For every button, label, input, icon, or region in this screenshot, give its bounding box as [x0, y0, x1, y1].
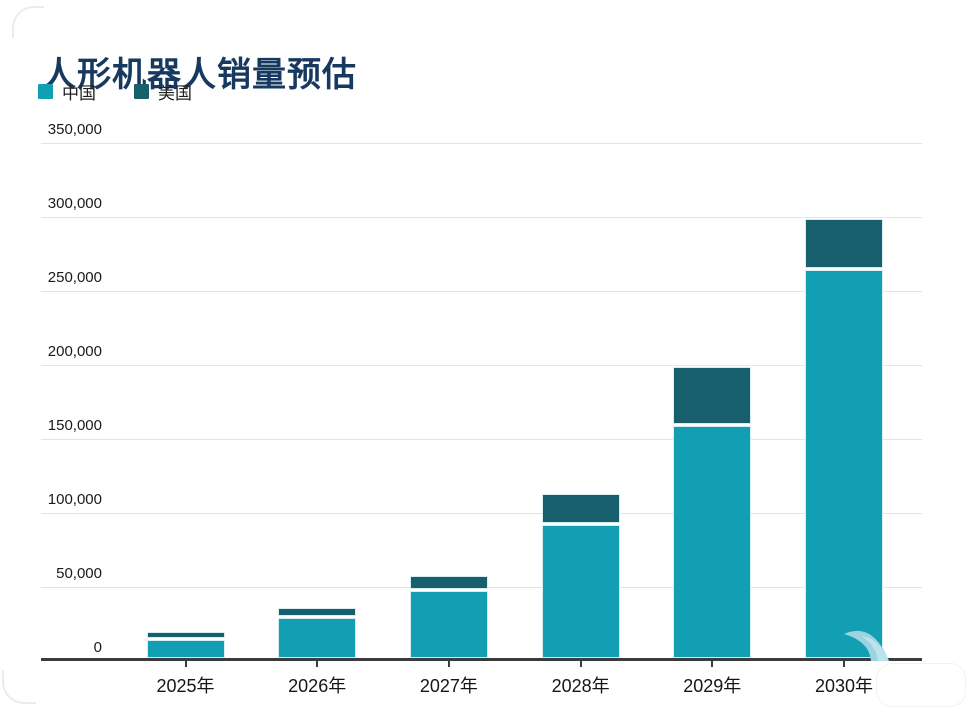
y-tick-label: 100,000 — [47, 491, 102, 508]
legend-swatch-icon — [38, 84, 53, 99]
legend-item-0: 中国 — [38, 79, 96, 104]
bar-group-2029年 — [673, 367, 752, 658]
bar-segment-usa — [278, 607, 357, 616]
x-axis-line — [41, 658, 922, 661]
x-axis-label: 2029年 — [683, 676, 742, 696]
x-axis-label: 2025年 — [156, 676, 215, 696]
bar-segment-usa — [805, 219, 883, 269]
watermark-curl-icon — [844, 630, 889, 661]
bar-segment-china — [409, 591, 488, 658]
bar-segment-china — [146, 639, 225, 658]
gridline — [41, 143, 922, 144]
y-tick-label: 0 — [93, 639, 102, 656]
x-axis-label: 2027年 — [419, 676, 478, 696]
legend-label: 美国 — [158, 84, 192, 103]
x-axis-tick — [184, 661, 187, 667]
bar-group-2025年 — [146, 632, 225, 658]
x-axis-tick — [316, 661, 319, 667]
bar-group-2028年 — [541, 493, 620, 658]
gridline — [41, 217, 922, 218]
y-tick-label: 250,000 — [47, 269, 102, 286]
bar-group-2026年 — [278, 607, 357, 658]
x-axis-tick — [843, 661, 845, 667]
x-axis-label: 2026年 — [288, 676, 347, 696]
bar-group-2030年 — [805, 219, 883, 658]
chart-title: 人形机器人销量预估 — [42, 55, 357, 94]
bar-segment-usa — [146, 632, 225, 638]
bar-group-2027年 — [409, 576, 488, 658]
bar-segment-usa — [409, 576, 488, 590]
legend: 中国 美国 — [38, 79, 192, 104]
bar-segment-china — [278, 618, 357, 658]
gridline — [41, 439, 922, 440]
gridline — [41, 513, 922, 514]
y-tick-label: 300,000 — [47, 195, 102, 212]
plot-area: 2025年 2026年 2027年 2028年 2029年 2030年 — [41, 143, 922, 696]
legend-label: 中国 — [62, 84, 96, 103]
bar-segment-usa — [541, 493, 620, 523]
watermark-blob — [876, 663, 966, 707]
bar-segment-china — [673, 425, 752, 658]
legend-swatch-icon — [134, 84, 149, 99]
gridline — [41, 365, 922, 366]
x-axis-label: 2030年 — [814, 676, 874, 696]
y-tick-label: 350,000 — [47, 121, 102, 138]
gridline — [41, 291, 922, 292]
legend-item-1: 美国 — [134, 79, 192, 104]
x-axis-tick — [447, 661, 450, 667]
bar-segment-china — [541, 524, 620, 658]
x-axis-tick — [711, 661, 714, 667]
y-tick-label: 50,000 — [56, 565, 102, 582]
bar-segment-usa — [673, 367, 752, 424]
x-axis-label: 2028年 — [551, 676, 610, 696]
x-axis-tick — [579, 661, 582, 667]
y-tick-label: 200,000 — [47, 343, 102, 360]
bar-segment-china — [805, 270, 883, 658]
y-tick-label: 150,000 — [47, 417, 102, 434]
